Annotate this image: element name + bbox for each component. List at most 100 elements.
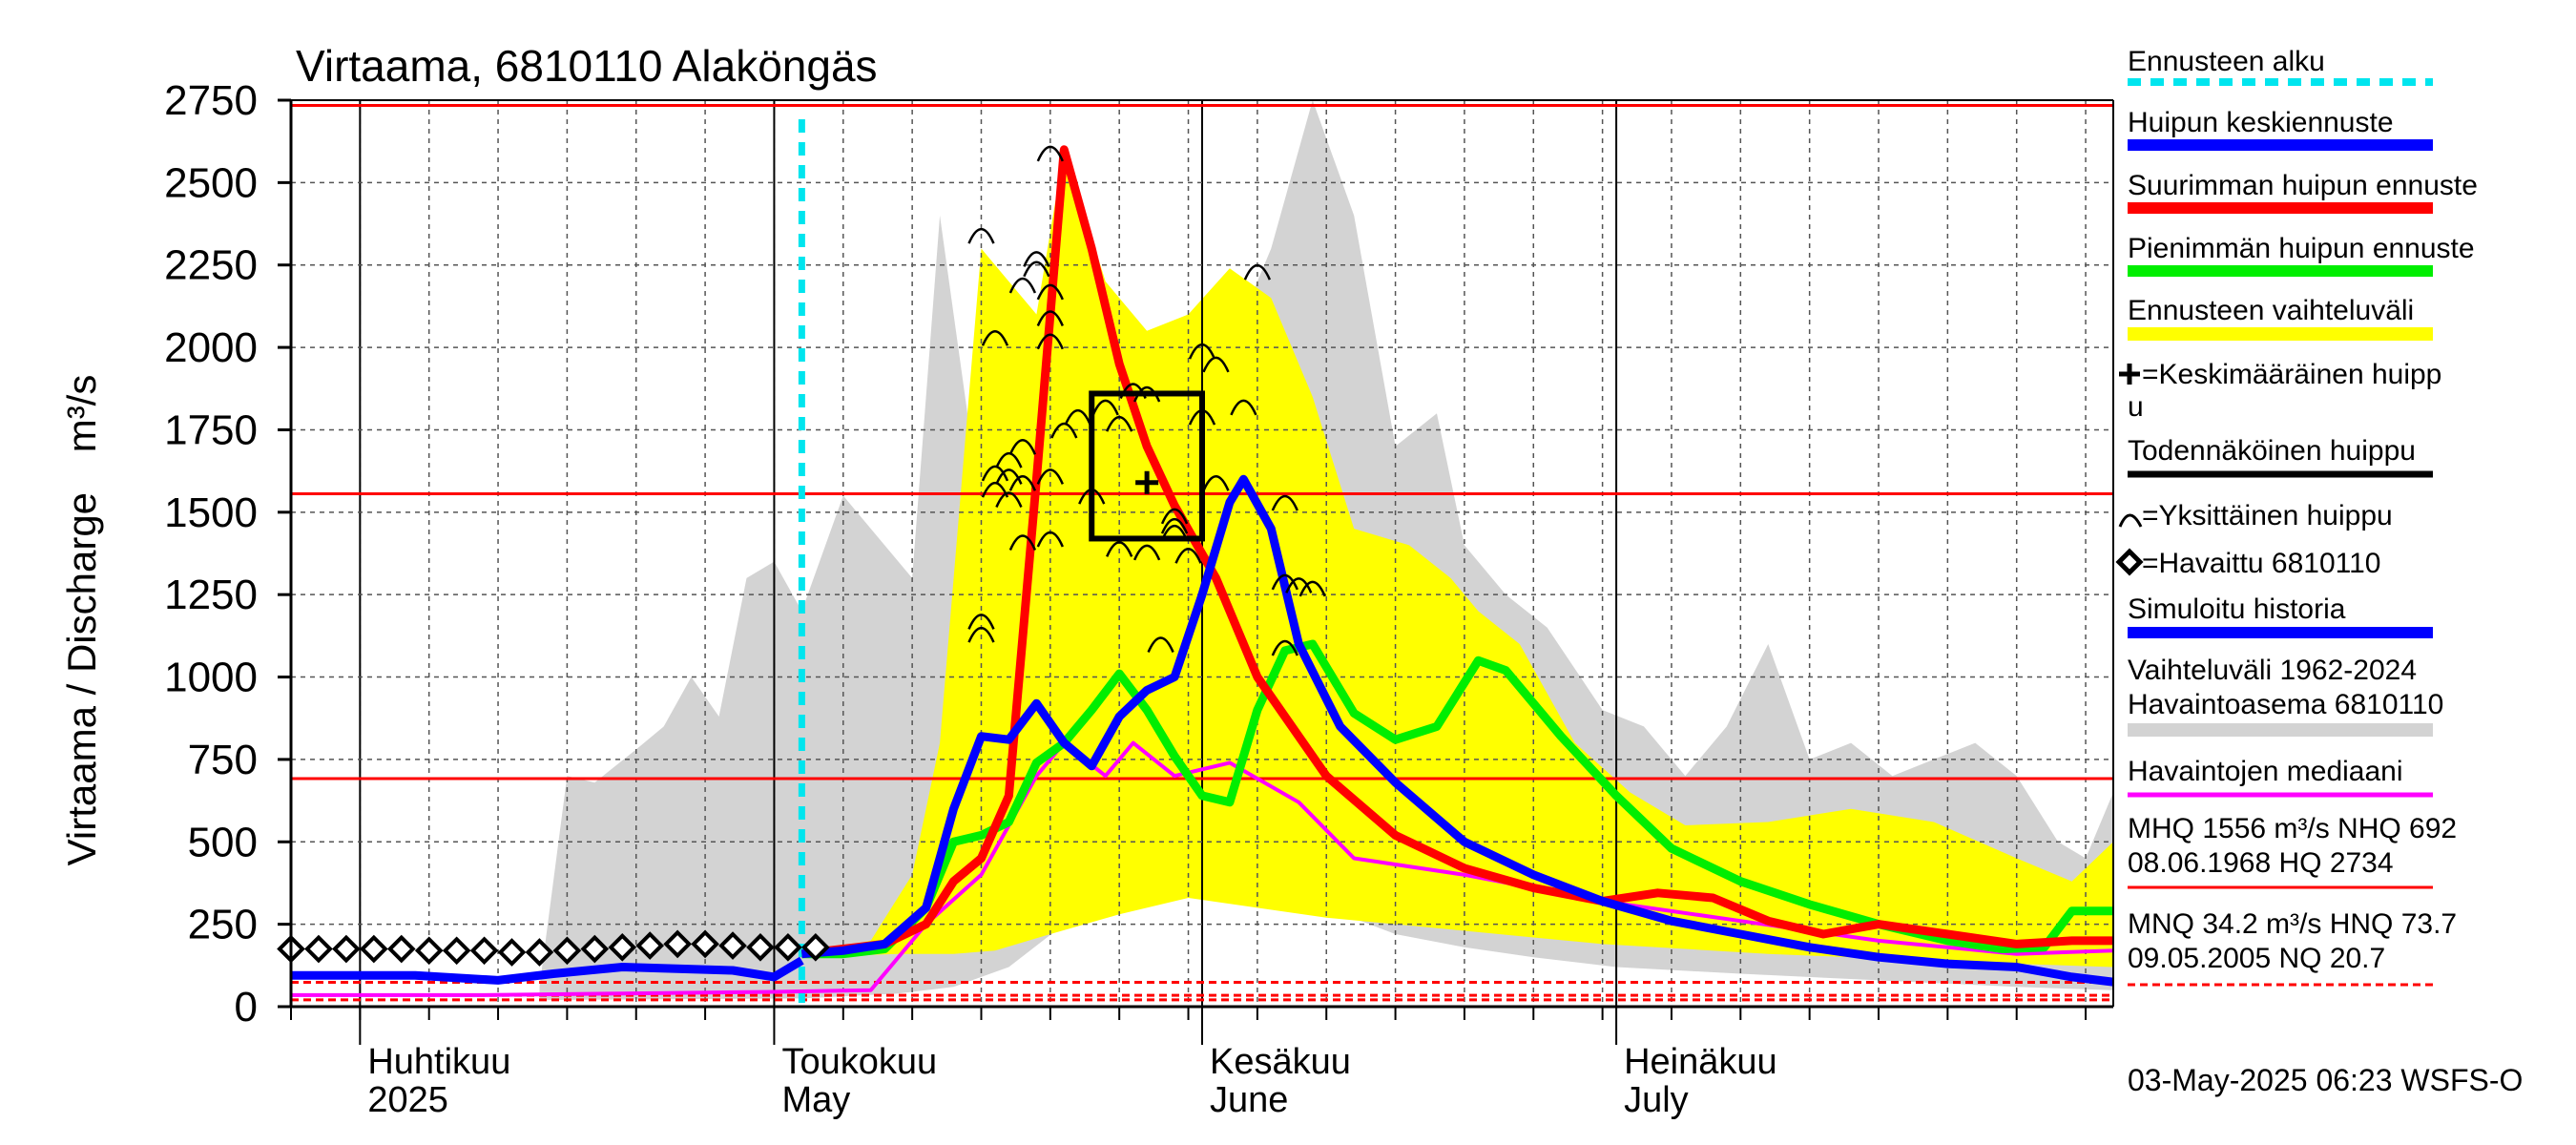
individual-peak-marker xyxy=(981,465,1009,482)
series-line-huipun-keskiennuste xyxy=(801,474,2113,987)
individual-peak-marker xyxy=(967,227,995,244)
observed-marker xyxy=(497,938,527,967)
legend-mhq-line1: MHQ 1556 m³/s NHQ 692 xyxy=(2128,813,2457,844)
individual-peak-marker xyxy=(1160,517,1189,534)
observed-marker xyxy=(635,931,665,960)
y-tick-label: 1500 xyxy=(164,489,258,536)
individual-peak-marker xyxy=(1036,531,1064,548)
individual-peak-marker xyxy=(967,626,995,643)
individual-peak-marker xyxy=(1188,408,1216,426)
individual-peak-marker xyxy=(1036,468,1064,485)
individual-peak-marker xyxy=(1078,488,1106,505)
probable-peak-box xyxy=(1089,390,1206,542)
individual-peak-marker xyxy=(1174,548,1202,564)
y-tick-label: 2250 xyxy=(164,242,258,289)
individual-peak-marker xyxy=(1243,263,1272,281)
individual-peak-marker xyxy=(1106,415,1133,432)
observed-marker xyxy=(442,936,471,966)
y-tick-label: 1750 xyxy=(164,406,258,453)
mean-peak-marker xyxy=(1135,470,1159,494)
series-line-havaintojen-mediaani xyxy=(291,740,2113,997)
observed-marker xyxy=(469,936,499,966)
individual-peak-marker xyxy=(1008,534,1037,551)
y-tick-label: 2000 xyxy=(164,324,258,371)
y-tick-label: 500 xyxy=(188,819,258,865)
observed-marker xyxy=(304,934,333,964)
svg-text:Virtaama / Discharge m³/: Virtaama / Discharge m³/s xyxy=(59,375,104,866)
individual-peak-marker xyxy=(1091,399,1119,416)
legend-min-forecast: Pienimmän huipun ennuste xyxy=(2128,233,2475,264)
individual-peak-marker xyxy=(1036,145,1064,162)
x-month-label-fi: Heinäkuu xyxy=(1624,1042,1777,1082)
y-axis-unit: m³/s xyxy=(59,375,104,453)
y-tick-label: 2750 xyxy=(164,77,258,124)
observed-marker xyxy=(608,932,637,962)
individual-peak-marker xyxy=(1008,475,1037,491)
individual-peak-marker xyxy=(1132,544,1161,561)
y-tick-label: 1250 xyxy=(164,572,258,618)
x-month-label-en: May xyxy=(781,1080,850,1120)
individual-peak-marker xyxy=(1230,399,1257,416)
legend-max-forecast: Suurimman huipun ennuste xyxy=(2128,170,2478,201)
individual-peak-marker xyxy=(967,614,995,630)
observed-marker xyxy=(332,934,361,964)
legend-simulated: Simuloitu historia xyxy=(2128,593,2346,625)
legend-hist-range-line2: Havaintoasema 6810110 xyxy=(2128,689,2443,720)
legend-observed: =Havaittu 6810110 xyxy=(2142,548,2380,579)
legend-hist-range-line1: Vaihteluväli 1962-2024 xyxy=(2128,655,2417,686)
observed-marker xyxy=(552,936,582,966)
legend-observed-diamond xyxy=(2115,548,2144,576)
legend-forecast-range: Ennusteen vaihteluväli xyxy=(2128,295,2414,326)
individual-peak-marker xyxy=(1202,475,1230,491)
individual-peak-marker xyxy=(1064,408,1091,426)
forecast-range-band xyxy=(801,149,2113,968)
observed-marker xyxy=(801,932,830,962)
y-axis-label: Virtaama / Discharge m³/s xyxy=(59,375,104,866)
individual-peak-marker xyxy=(1023,251,1050,267)
individual-peak-marker xyxy=(1298,580,1326,597)
individual-peak-marker xyxy=(981,330,1009,346)
individual-peak-marker xyxy=(1160,524,1189,541)
individual-peak-marker xyxy=(1188,343,1216,360)
individual-peak-marker xyxy=(1271,494,1298,511)
legend-probable-peak: Todennäköinen huippu xyxy=(2128,435,2416,467)
legend-mnq-line1: MNQ 34.2 m³/s HNQ 73.7 xyxy=(2128,908,2457,940)
individual-peak-marker xyxy=(1106,541,1133,557)
observed-marker xyxy=(359,934,388,964)
footer-timestamp: 03-May-2025 06:23 WSFS-O xyxy=(2128,1063,2523,1097)
individual-peak-marker xyxy=(1119,383,1147,400)
y-tick-label: 750 xyxy=(188,737,258,783)
individual-peak-marker xyxy=(995,491,1023,509)
y-tick-label: 2500 xyxy=(164,159,258,206)
observed-marker xyxy=(746,932,775,962)
individual-peak-marker xyxy=(1202,356,1230,373)
legend-mnq-line2: 09.05.2005 NQ 20.7 xyxy=(2128,943,2385,974)
individual-peak-marker xyxy=(1050,422,1078,439)
y-axis-title: Virtaama / Discharge xyxy=(59,492,104,865)
individual-peak-marker xyxy=(1147,636,1174,654)
legend-mean-peak-line1: =Keskimääräinen huipp xyxy=(2142,359,2441,390)
individual-peak-marker xyxy=(1160,508,1189,525)
y-tick-label: 0 xyxy=(235,984,258,1030)
x-month-label-fi: Toukokuu xyxy=(781,1042,937,1082)
legend: Ennusteen alku Huipun keskiennuste Suuri… xyxy=(2115,46,2523,1097)
observed-marker xyxy=(774,932,802,962)
observed-marker xyxy=(691,929,719,959)
individual-peak-marker xyxy=(995,468,1023,485)
observed-marker xyxy=(386,934,416,964)
x-month-label-fi: Kesäkuu xyxy=(1210,1042,1351,1082)
individual-peak-marker xyxy=(995,451,1023,468)
observed-marker xyxy=(718,931,747,960)
series-line-simuloitu-historia xyxy=(291,956,804,985)
observed-marker xyxy=(525,938,554,967)
individual-peak-marker xyxy=(1036,283,1064,301)
individual-peak-marker xyxy=(1023,260,1050,278)
observed-marker xyxy=(414,936,444,966)
individual-peak-marker xyxy=(1285,577,1313,593)
x-month-label-fi: Huhtikuu xyxy=(367,1042,510,1082)
chart-title: Virtaama, 6810110 Alaköngäs xyxy=(296,41,878,91)
legend-forecast-start: Ennusteen alku xyxy=(2128,46,2325,77)
individual-peak-marker xyxy=(1036,310,1064,327)
y-tick-label: 250 xyxy=(188,902,258,948)
